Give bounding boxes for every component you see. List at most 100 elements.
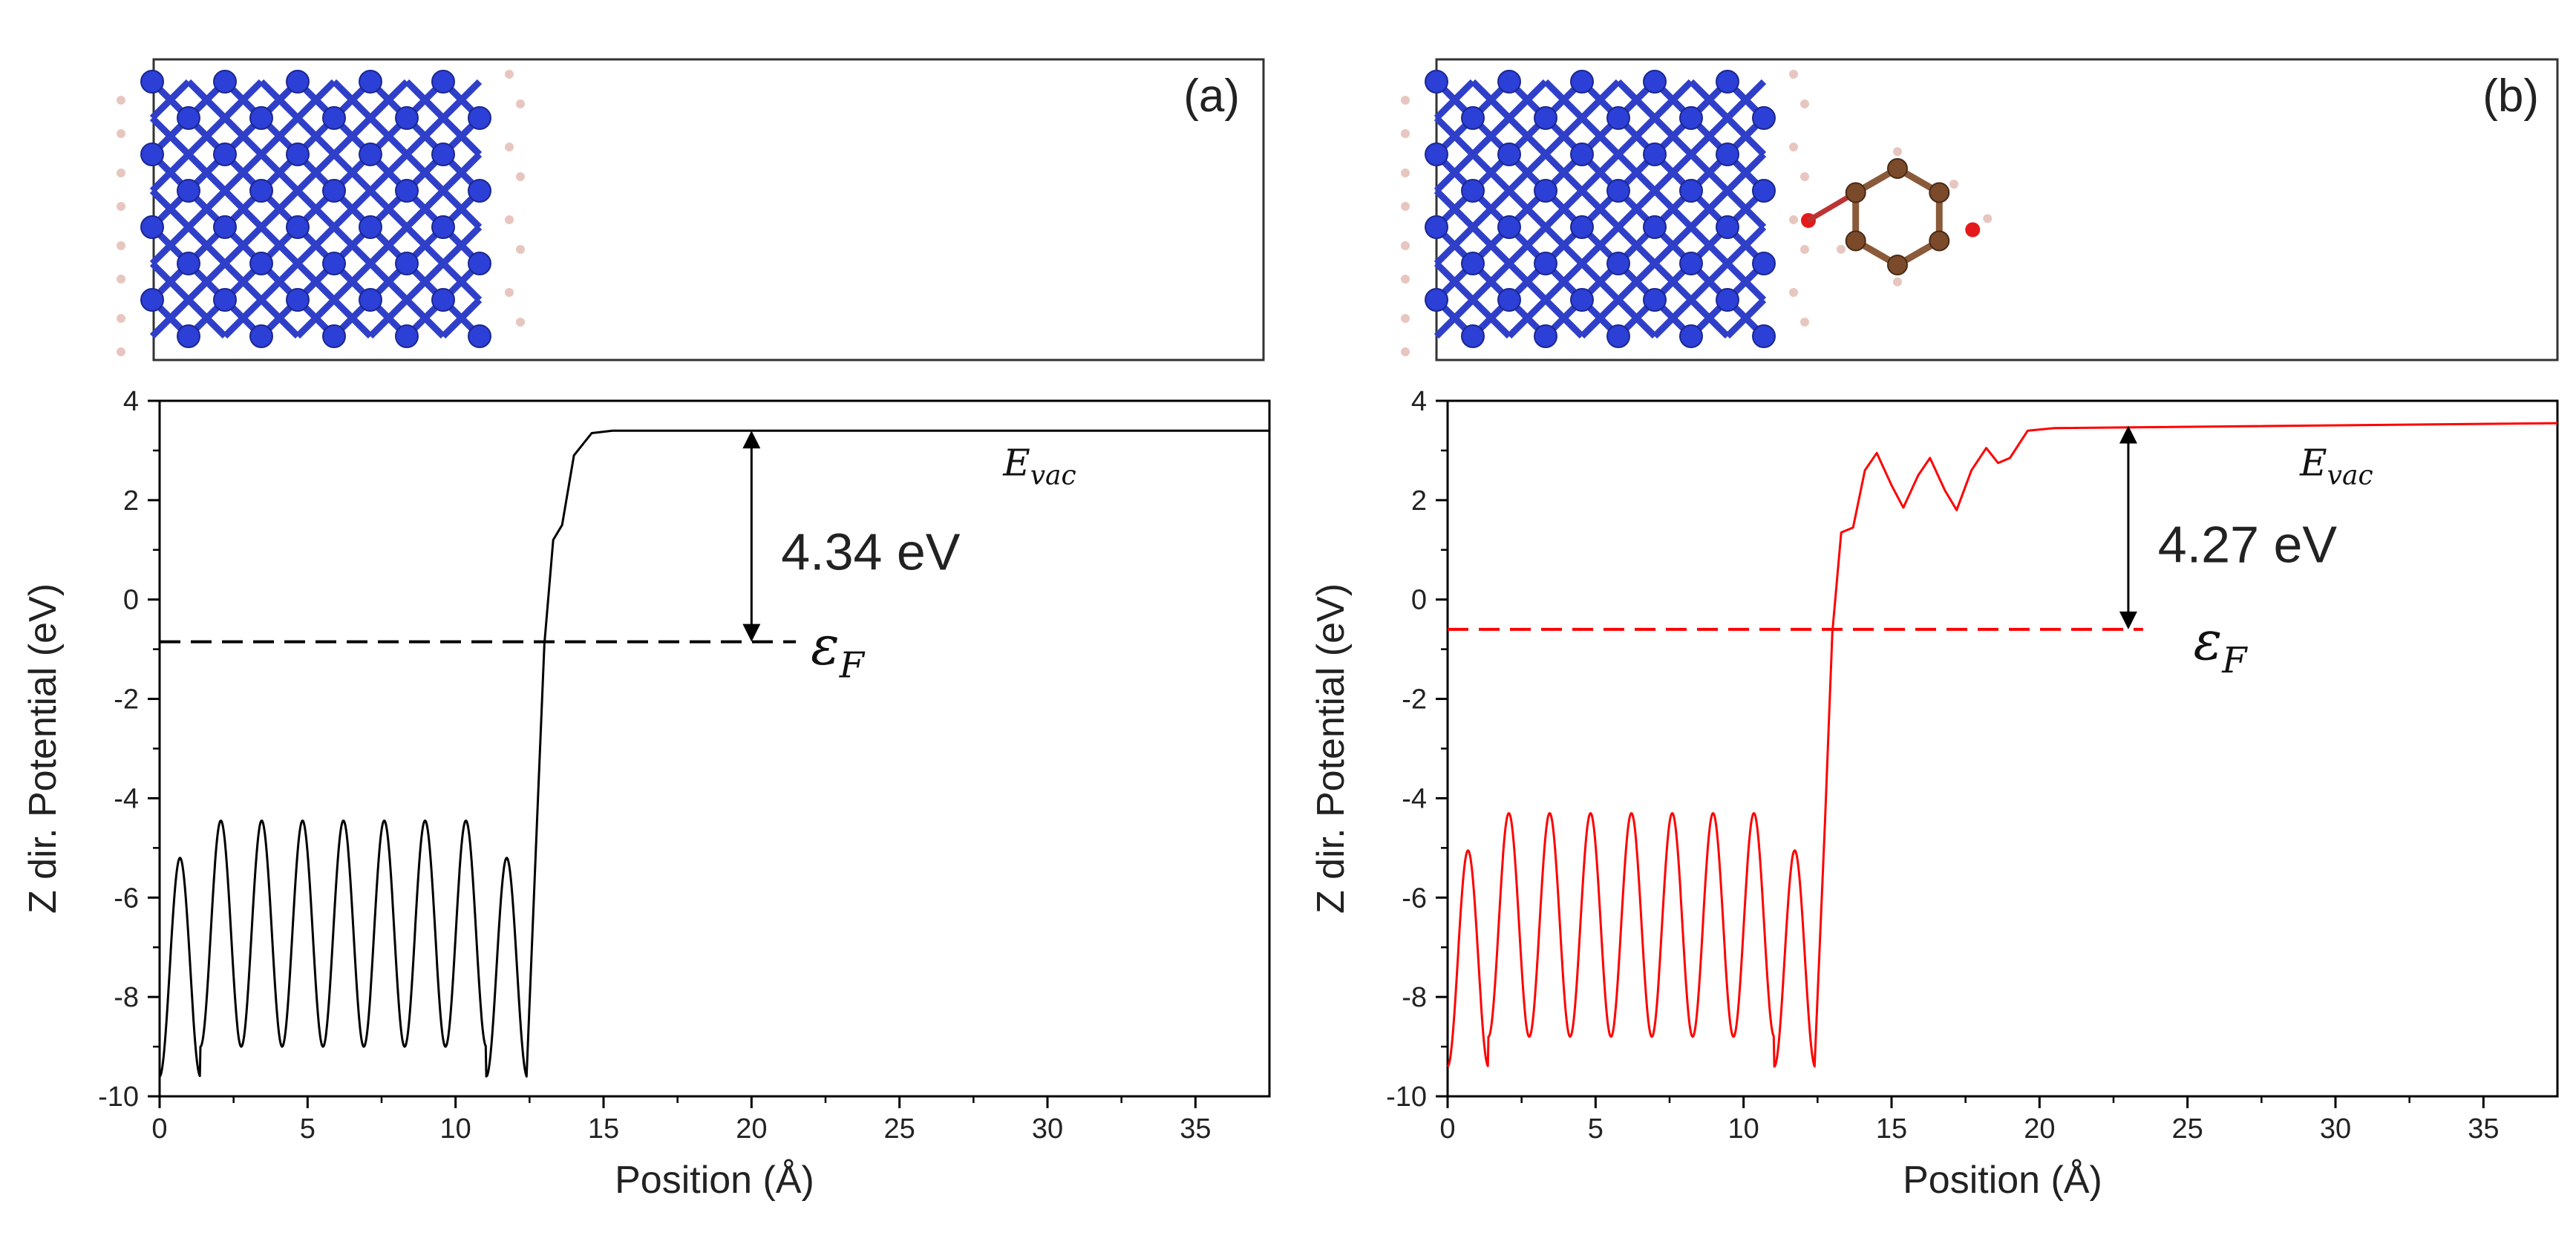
silicon-atom (1425, 70, 1448, 94)
y-axis-label: Z dir. Potential (eV) (22, 583, 65, 914)
hydrogen-atom (1983, 214, 1993, 223)
hydrogen-atom (1401, 275, 1410, 284)
bond (186, 115, 228, 157)
y-axis-label: Z dir. Potential (eV) (1310, 583, 1353, 914)
fermi-level-label: εF (2194, 609, 2249, 681)
hydrogen-atom (1401, 129, 1410, 138)
x-tick-label: 25 (884, 1113, 915, 1145)
bond (404, 261, 446, 303)
hydrogen-atom (117, 241, 125, 250)
hydrogen-atom (505, 143, 514, 151)
vacuum-level-label-sub: vac (1030, 460, 1076, 491)
silicon-atom (1606, 179, 1630, 203)
y-tick-label: 0 (1411, 585, 1427, 616)
bond (149, 297, 192, 339)
silicon-atom (1643, 143, 1667, 166)
bond (1579, 224, 1621, 266)
slab-structure-1 (1401, 58, 2559, 361)
carbon-atom (1845, 230, 1866, 252)
hydrogen-atom (505, 288, 514, 297)
hydrogen-atom (1837, 244, 1846, 254)
bond (1652, 297, 1694, 339)
y-tick-label: -6 (1402, 883, 1427, 914)
slab-structure-0 (117, 58, 1265, 361)
silicon-atom (177, 179, 200, 203)
x-tick-label: 30 (2320, 1113, 2351, 1145)
bond (1615, 115, 1658, 157)
y-tick-label: -10 (98, 1081, 139, 1113)
bond (1543, 261, 1585, 303)
panel-a: (a)0 5 10 15 20 25 30 35420-2-4-6-8-10Position … (22, 58, 1271, 1202)
silicon-atom (286, 288, 310, 312)
hydrogen-atom (505, 215, 514, 224)
hydrogen-atom (505, 70, 514, 79)
hydrogen-atom (117, 347, 125, 356)
x-tick-label: 35 (2468, 1113, 2499, 1145)
bond (1506, 297, 1549, 339)
hydrogen-atom (1401, 96, 1410, 105)
silicon-atom (1716, 288, 1739, 312)
silicon-atom (359, 70, 382, 94)
x-tick-label: 0 (1439, 1113, 1455, 1145)
silicon-atom (1716, 143, 1739, 166)
fermi-level-label-main: ε (811, 615, 840, 677)
bond (1579, 151, 1621, 194)
hydrogen-atom (1800, 172, 1809, 181)
hydrogen-atom (1401, 241, 1410, 250)
bond (186, 261, 228, 303)
hydrogen-atom (1893, 277, 1902, 287)
y-tick-label: -2 (114, 684, 139, 716)
silicon-atom (249, 179, 273, 203)
oxygen-atom (1965, 222, 1981, 238)
bond (1725, 224, 1767, 266)
bond (1652, 79, 1694, 121)
bond (1434, 224, 1476, 266)
hydrogen-atom (117, 202, 125, 211)
bond (404, 115, 446, 157)
silicon-atom (1425, 215, 1448, 239)
silicon-atom (1570, 143, 1594, 166)
bond (1434, 151, 1476, 194)
hydrogen-atom (1789, 70, 1798, 79)
silicon-atom (1643, 288, 1667, 312)
y-tick-label: -4 (1402, 783, 1427, 814)
hydrogen-atom (1800, 99, 1809, 108)
hydrogen-atom (1789, 143, 1798, 151)
x-tick-label: 35 (1180, 1113, 1211, 1145)
silicon-atom (468, 179, 491, 203)
silicon-atom (431, 70, 455, 94)
bond (258, 115, 301, 157)
silicon-atom (213, 215, 237, 239)
bond (1688, 115, 1730, 157)
bond (1615, 188, 1658, 230)
silicon-atom (177, 106, 200, 130)
carbon-atom (1845, 182, 1866, 203)
bond (1688, 188, 1730, 230)
bond (295, 297, 337, 339)
x-tick-label: 20 (2024, 1113, 2055, 1145)
silicon-atom (286, 215, 310, 239)
bond (1652, 151, 1694, 194)
silicon-atom (1643, 215, 1667, 239)
x-tick-label: 5 (300, 1113, 316, 1145)
carbon-atom (1929, 230, 1950, 252)
bond (1506, 151, 1549, 194)
carbon-atom (1887, 158, 1908, 179)
y-tick-label: 0 (123, 585, 139, 616)
fermi-level-label: εF (811, 615, 866, 687)
hydrogen-atom (117, 129, 125, 138)
work-function-label: 4.27 eV (2158, 516, 2338, 574)
bond (367, 297, 410, 339)
bond (295, 224, 337, 266)
bond (1470, 115, 1512, 157)
panel-b: (b)0 5 10 15 20 25 30 35420-2-4-6-8-10Position … (1310, 58, 2559, 1202)
carbon-atom (1887, 255, 1908, 275)
bond (404, 188, 446, 230)
plot-frame (158, 399, 1271, 1098)
silicon-atom (359, 215, 382, 239)
silicon-atom (1570, 70, 1594, 94)
vacuum-level-label-sub: vac (2327, 460, 2373, 491)
x-axis-label: Position (Å) (615, 1159, 814, 1202)
x-tick-label: 5 (1588, 1113, 1604, 1145)
